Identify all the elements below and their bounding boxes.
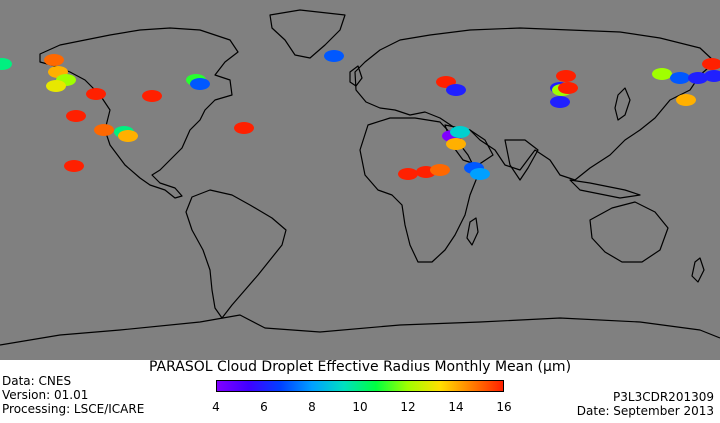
coastline-uk	[349, 65, 363, 87]
data-point	[704, 70, 720, 82]
data-point	[94, 124, 114, 136]
data-point	[64, 160, 84, 172]
colorbar-tick-label: 6	[260, 400, 268, 414]
data-point	[142, 90, 162, 102]
data-point	[234, 122, 254, 134]
coastline-greenland	[269, 9, 346, 59]
data-point	[670, 72, 690, 84]
data-point	[450, 126, 470, 138]
data-point	[118, 130, 138, 142]
colorbar-tick-label: 8	[308, 400, 316, 414]
data-point	[446, 84, 466, 96]
data-point	[86, 88, 106, 100]
data-source-label: Data: CNES	[2, 374, 72, 388]
colorbar-tick-label: 12	[400, 400, 416, 414]
version-label: Version: 01.01	[2, 388, 89, 402]
coastline-eurasia	[354, 27, 716, 181]
data-point	[652, 68, 672, 80]
data-point	[66, 110, 86, 122]
data-point	[676, 94, 696, 106]
coastline-south-america	[185, 189, 287, 319]
right-metadata: P3L3CDR201309 Date: September 2013	[577, 390, 714, 418]
data-point	[446, 138, 466, 150]
map-title: PARASOL Cloud Droplet Effective Radius M…	[148, 359, 572, 375]
colorbar-tick-label: 10	[352, 400, 368, 414]
coastline-indonesia	[569, 179, 641, 199]
colorbar-tick-label: 14	[448, 400, 464, 414]
product-id-label: P3L3CDR201309	[613, 390, 714, 404]
data-point	[46, 80, 66, 92]
data-point	[550, 96, 570, 108]
data-point	[470, 168, 490, 180]
colorbar-tick-label: 16	[496, 400, 512, 414]
coastline-india	[504, 139, 539, 181]
data-point	[44, 54, 64, 66]
coastline-africa	[359, 117, 479, 263]
colorbar-tick-label: 4	[212, 400, 220, 414]
coastline-antarctica	[0, 314, 720, 346]
data-point	[688, 72, 708, 84]
date-label: Date: September 2013	[576, 404, 714, 418]
map-background	[0, 0, 720, 360]
coastline-australia	[589, 201, 669, 263]
data-point	[0, 58, 12, 70]
data-point	[558, 82, 578, 94]
colorbar	[216, 380, 504, 392]
processing-label: Processing: LSCE/ICARE	[2, 402, 145, 416]
data-point	[324, 50, 344, 62]
coastline-madagascar	[466, 217, 479, 246]
coastlines	[0, 9, 720, 346]
coastline-japan	[614, 87, 631, 121]
data-point	[556, 70, 576, 82]
left-metadata: Data: CNES Version: 01.01 Processing: LS…	[2, 374, 144, 416]
data-point	[398, 168, 418, 180]
data-point	[702, 58, 720, 70]
coastline-north-america	[39, 27, 239, 199]
data-points	[0, 50, 720, 180]
data-point	[190, 78, 210, 90]
colorbar-ticks: 4 6 8 10 12 14 16	[212, 400, 511, 414]
data-point	[430, 164, 450, 176]
coastline-new-zealand	[691, 257, 705, 283]
world-map	[0, 0, 720, 360]
